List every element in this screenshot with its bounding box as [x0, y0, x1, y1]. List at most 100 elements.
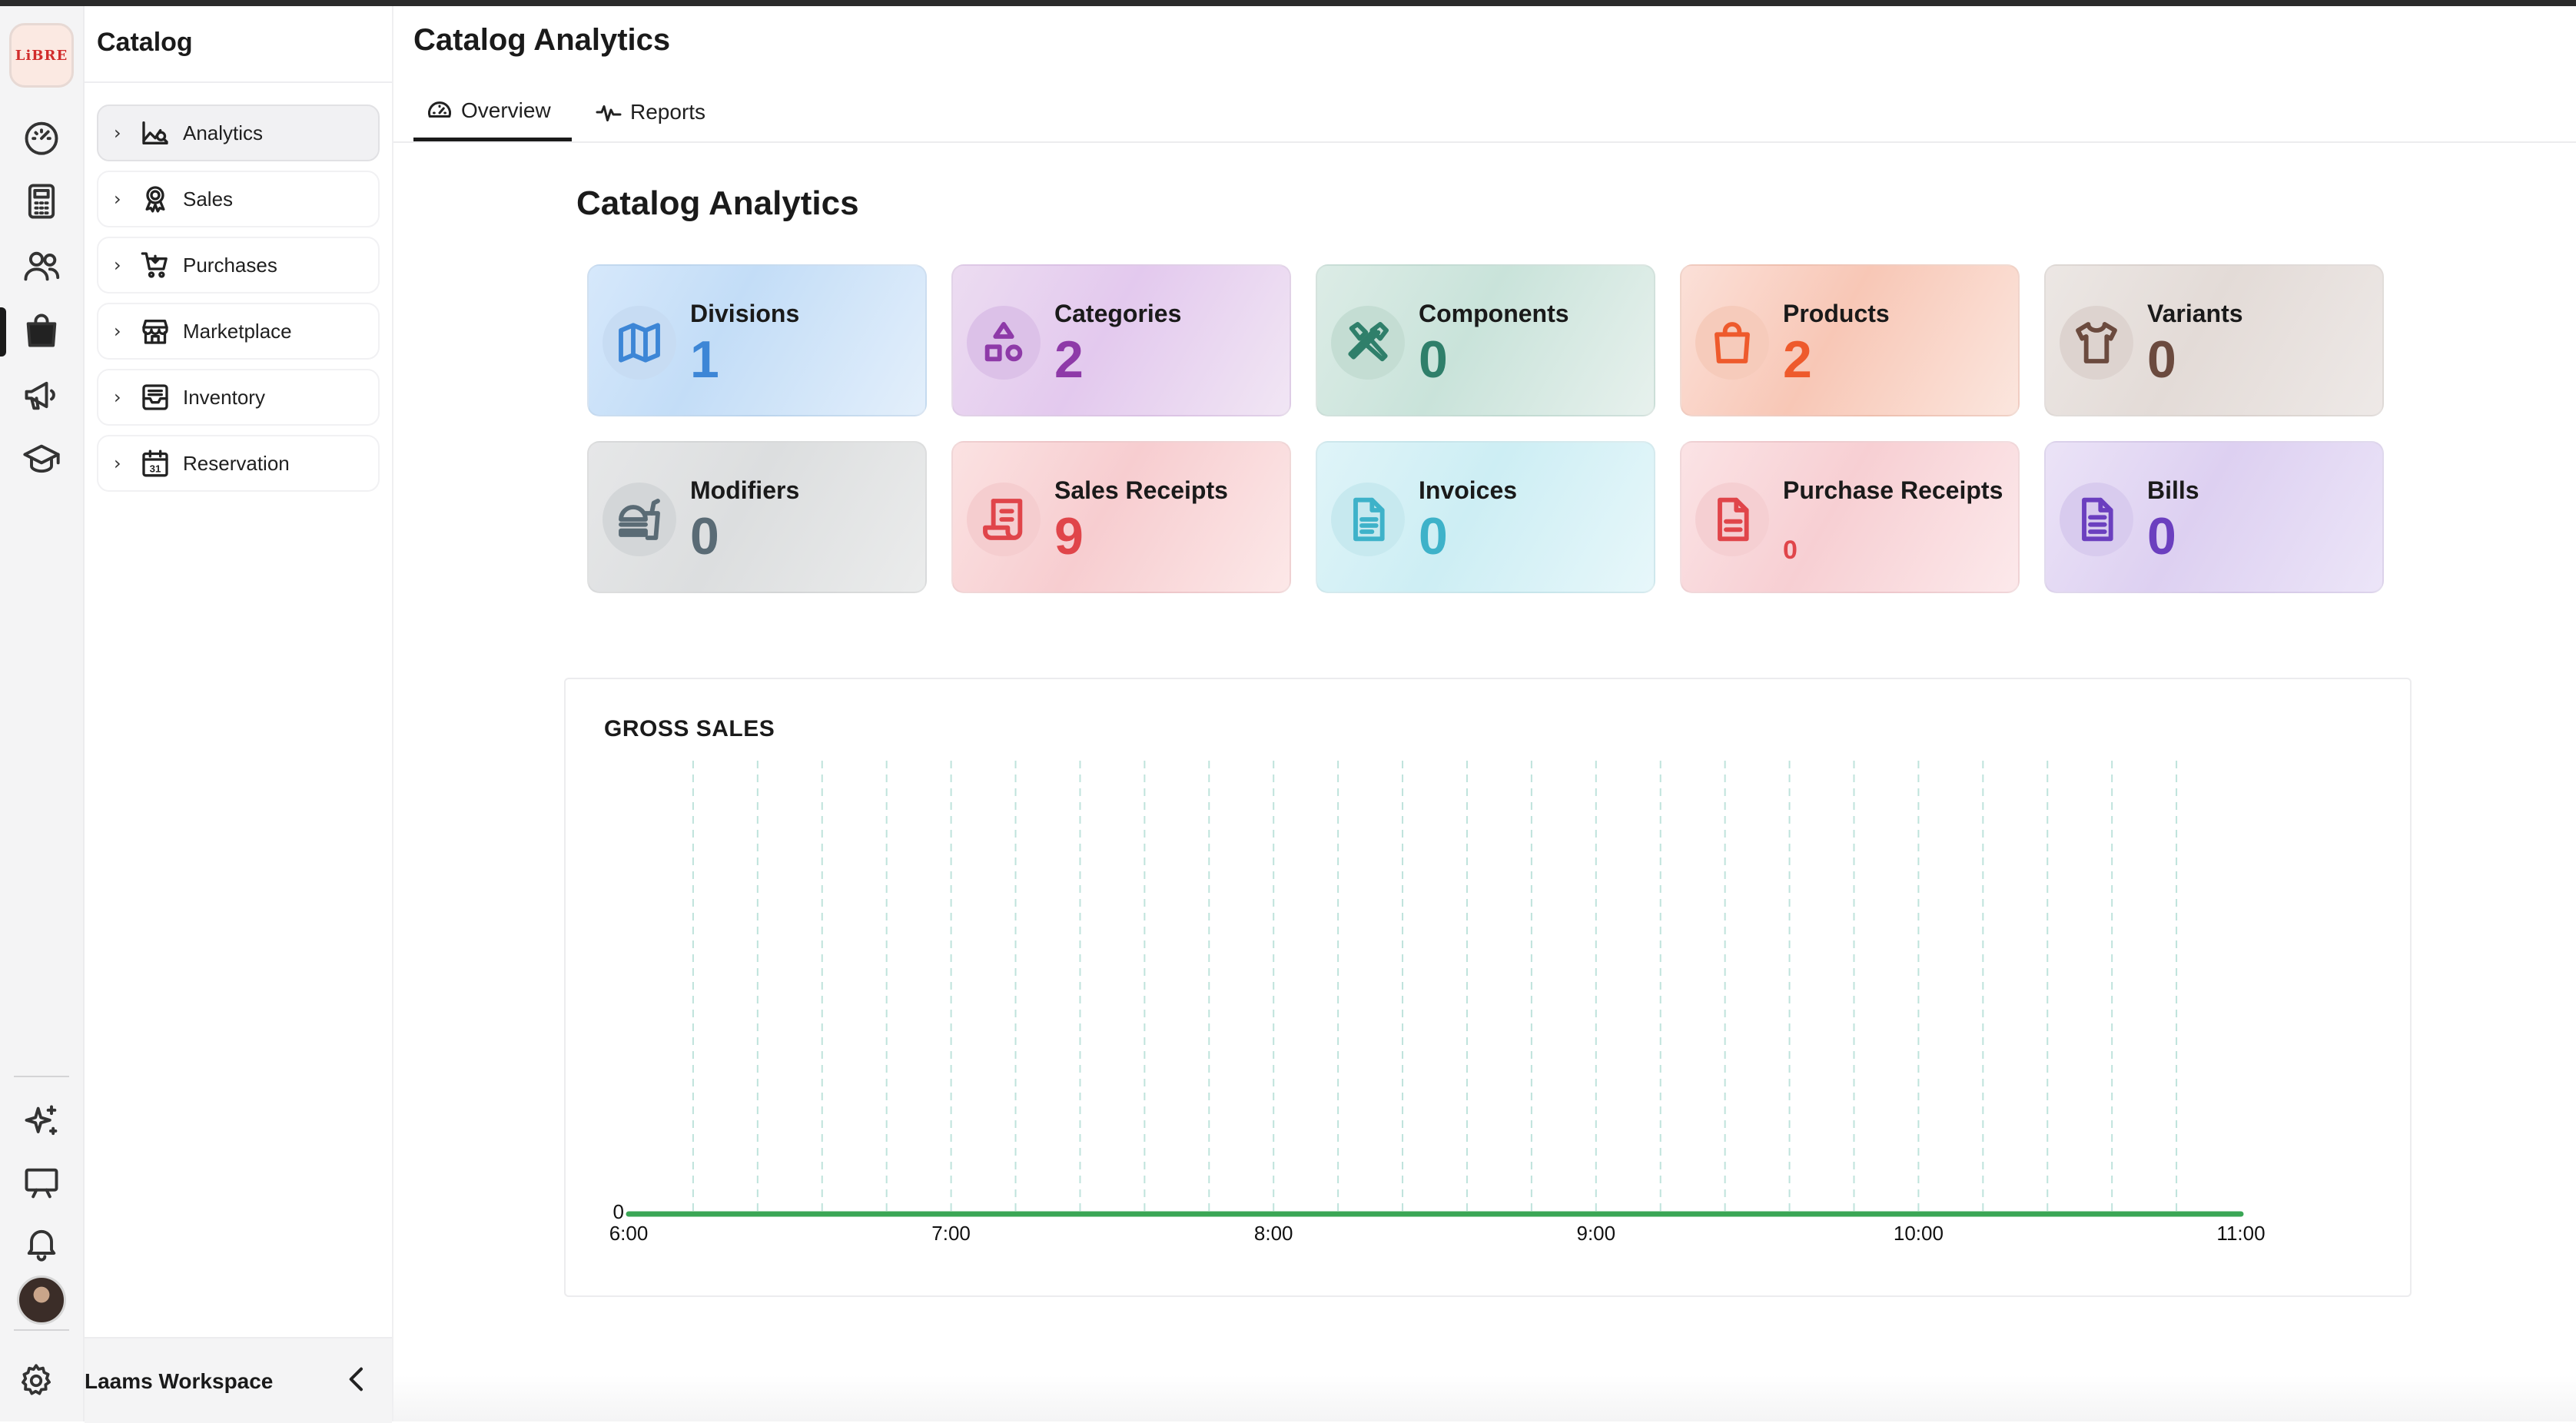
- sidebar-item-purchases[interactable]: › Purchases: [97, 237, 380, 294]
- tab-label: Overview: [461, 98, 551, 122]
- tab-bar: Overview Reports: [393, 83, 2576, 143]
- app-rail: LiBRE: [0, 6, 85, 1421]
- x-tick-label: 7:00: [931, 1222, 971, 1245]
- stat-card-categories[interactable]: Categories 2: [951, 264, 1291, 416]
- stat-value: 0: [1419, 330, 1448, 389]
- tab-overview[interactable]: Overview: [413, 83, 572, 141]
- stat-card-modifiers[interactable]: Modifiers 0: [587, 441, 927, 593]
- gross-sales-panel: GROSS SALES 0 6:00 7:00 8:00 9:00 10:00 11:00: [564, 678, 2412, 1297]
- file-lines-icon: [2060, 483, 2133, 556]
- user-avatar[interactable]: [17, 1275, 66, 1325]
- page-bottom-shade: [393, 1375, 2576, 1421]
- section-title: Catalog: [97, 28, 193, 57]
- stat-value: 0: [2147, 507, 2176, 566]
- stat-card-invoices[interactable]: Invoices 0: [1316, 441, 1655, 593]
- collapse-sidebar-button[interactable]: [338, 1360, 377, 1398]
- chevron-right-icon: ›: [114, 254, 121, 276]
- stat-label: Purchase Receipts: [1783, 476, 2003, 504]
- stat-value: 0: [2147, 330, 2176, 389]
- sparkles-icon[interactable]: [15, 1096, 68, 1148]
- users-icon[interactable]: [15, 240, 68, 292]
- stat-label: Bills: [2147, 476, 2199, 504]
- section-heading: Catalog Analytics: [576, 184, 859, 222]
- sidebar-item-marketplace[interactable]: › Marketplace: [97, 303, 380, 360]
- shapes-icon: [967, 306, 1041, 380]
- gauge-icon: [428, 101, 451, 118]
- x-tick-label: 9:00: [1576, 1222, 1615, 1245]
- stat-label: Products: [1783, 300, 1890, 327]
- stat-label: Modifiers: [690, 476, 800, 504]
- window-top-bar: [0, 0, 2576, 6]
- x-tick-label: 10:00: [1894, 1222, 1944, 1245]
- sidebar-item-label: Inventory: [183, 385, 265, 409]
- sidebar-item-label: Purchases: [183, 253, 277, 277]
- tab-label: Reports: [630, 100, 706, 124]
- stat-value: 0: [690, 507, 719, 566]
- chevron-right-icon: ›: [114, 188, 121, 210]
- rail-divider: [14, 1076, 69, 1077]
- x-tick-label: 8:00: [1254, 1222, 1293, 1245]
- rail-divider: [14, 1329, 69, 1331]
- shopping-bag-icon[interactable]: [15, 304, 68, 357]
- x-tick-label: 11:00: [2216, 1222, 2265, 1245]
- workspace-footer: Laams Workspace: [22, 1337, 392, 1423]
- sidebar-item-label: Analytics: [183, 121, 264, 144]
- svg-text:31: 31: [150, 463, 161, 475]
- x-tick-label: 6:00: [609, 1222, 649, 1245]
- receipt-icon: [967, 483, 1041, 556]
- section-sidebar: Catalog › Analytics › Sales › Purchases …: [22, 6, 393, 1423]
- sidebar-item-sales[interactable]: › Sales: [97, 171, 380, 227]
- rail-active-indicator: [0, 307, 6, 357]
- dashboard-icon[interactable]: [15, 111, 68, 163]
- chevron-left-icon: [349, 1367, 363, 1391]
- gross-sales-chart: 06:00 7:00 8:00 9:00 10:00 11:00: [609, 761, 2266, 1245]
- activity-icon: [596, 105, 622, 121]
- app-logo[interactable]: LiBRE: [9, 23, 74, 88]
- chart-title: GROSS SALES: [604, 716, 775, 741]
- cart-icon: [138, 248, 172, 282]
- workspace-name[interactable]: Laams Workspace: [85, 1369, 274, 1393]
- store-icon: [138, 314, 172, 348]
- stat-card-bills[interactable]: Bills 0: [2044, 441, 2384, 593]
- analytics-icon: [138, 116, 172, 150]
- sidebar-item-label: Marketplace: [183, 319, 292, 343]
- bag-icon: [1695, 306, 1769, 380]
- main-content: Catalog Analytics Overview Reports Catal…: [393, 6, 2576, 1421]
- stat-label: Components: [1419, 300, 1569, 327]
- sidebar-item-inventory[interactable]: › Inventory: [97, 369, 380, 426]
- calculator-icon[interactable]: [15, 175, 68, 227]
- stat-card-divisions[interactable]: Divisions 1: [587, 264, 927, 416]
- stat-value: 0: [1783, 536, 1798, 565]
- map-icon: [603, 306, 676, 380]
- stat-card-components[interactable]: Components 0: [1316, 264, 1655, 416]
- stat-card-sales-receipts[interactable]: Sales Receipts 9: [951, 441, 1291, 593]
- tab-reports[interactable]: Reports: [595, 83, 705, 141]
- presentation-icon[interactable]: [15, 1157, 68, 1209]
- file-text-icon: [1695, 483, 1769, 556]
- stat-label: Variants: [2147, 300, 2243, 327]
- y-tick-label: 0: [613, 1200, 624, 1223]
- stat-card-products[interactable]: Products 2: [1680, 264, 2020, 416]
- stat-label: Sales Receipts: [1054, 476, 1228, 504]
- megaphone-icon[interactable]: [15, 369, 68, 421]
- bell-icon[interactable]: [15, 1217, 68, 1269]
- sidebar-item-label: Reservation: [183, 451, 290, 475]
- burger-icon: [603, 483, 676, 556]
- stat-label: Invoices: [1419, 476, 1518, 504]
- stat-card-variants[interactable]: Variants 0: [2044, 264, 2384, 416]
- graduation-cap-icon[interactable]: [15, 433, 68, 486]
- chevron-right-icon: ›: [114, 122, 121, 144]
- stat-value: 1: [690, 330, 719, 389]
- chevron-right-icon: ›: [114, 453, 121, 474]
- chevron-right-icon: ›: [114, 386, 121, 408]
- stat-value: 2: [1054, 330, 1084, 389]
- page-title: Catalog Analytics: [413, 23, 671, 57]
- shirt-icon: [2060, 306, 2133, 380]
- sidebar-item-label: Sales: [183, 187, 234, 211]
- stat-label: Divisions: [690, 300, 800, 327]
- stat-card-purchase-receipts[interactable]: Purchase Receipts 0: [1680, 441, 2020, 593]
- sidebar-item-analytics[interactable]: › Analytics: [97, 104, 380, 161]
- sidebar-divider: [85, 81, 392, 83]
- gear-icon[interactable]: [17, 1362, 55, 1400]
- sidebar-item-reservation[interactable]: › 31 Reservation: [97, 435, 380, 492]
